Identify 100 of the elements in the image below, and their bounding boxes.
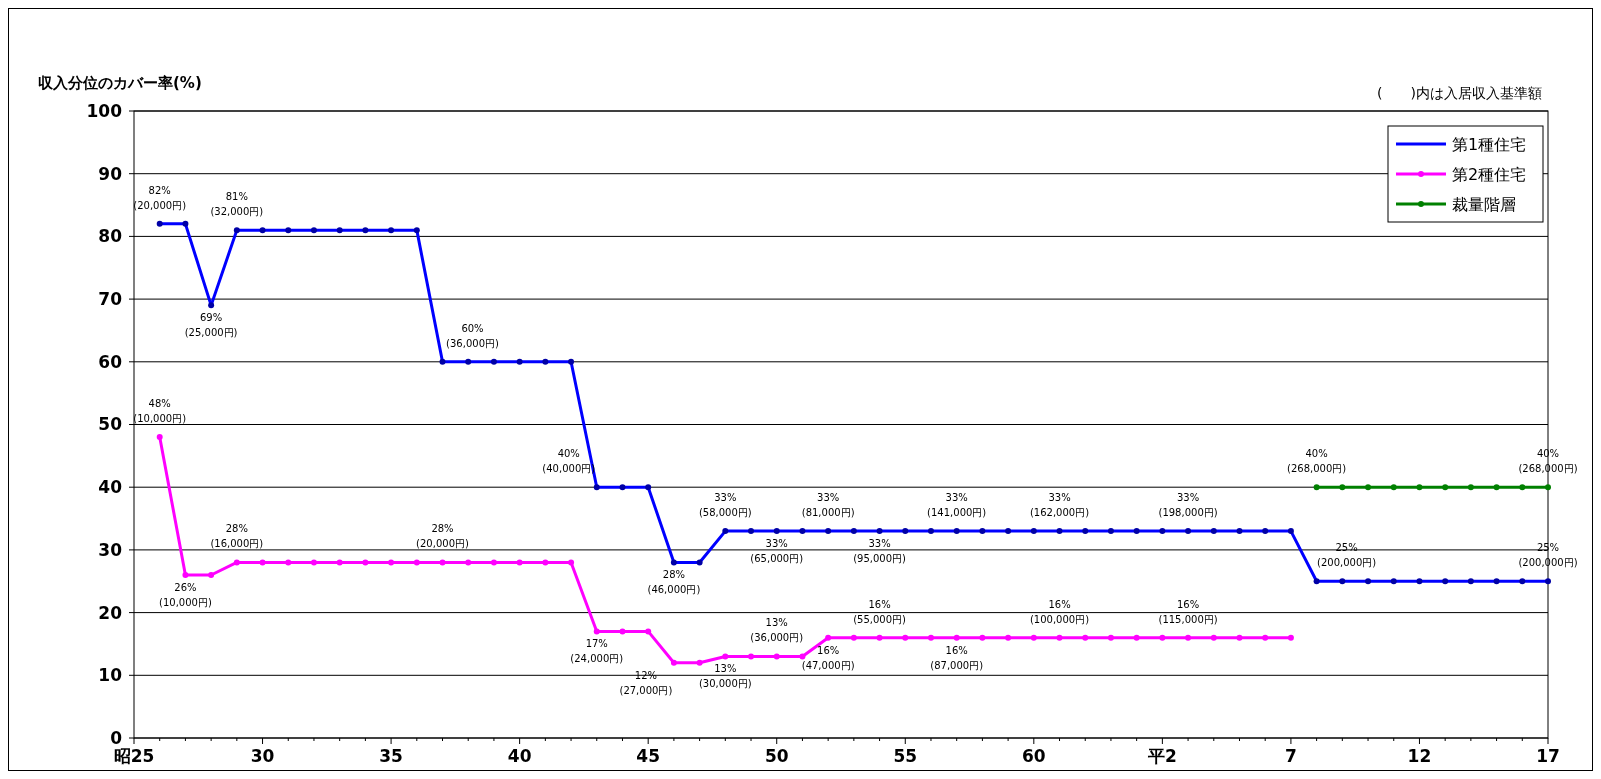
data-label: 16% (87,000円) [930,644,984,671]
point [1236,634,1243,641]
data-label: 28% (16,000円) [210,523,264,550]
y-tick-label: 80 [98,226,123,247]
point [182,571,189,578]
point [208,571,215,578]
point [1056,634,1063,641]
point [439,559,446,566]
legend-label: 裁量階層 [1452,194,1516,214]
x-tick-label: 平2 [1146,746,1177,766]
data-label: 16% (47,000円) [801,644,855,671]
data-label: 69% (25,000円) [184,312,238,339]
data-label: 33% (95,000円) [853,538,907,565]
point [259,559,266,566]
data-label: 13% (36,000円) [750,617,804,644]
y-tick-label: 70 [98,289,123,310]
data-label: 33% (81,000円) [801,492,855,519]
data-label: 28% (20,000円) [416,523,469,550]
x-tick-label: 60 [1021,746,1046,766]
y-tick-label: 10 [98,665,123,686]
data-label: 13% (30,000円) [698,663,752,690]
point [850,634,857,641]
point [1493,484,1500,491]
data-label: 60% (36,000円) [446,322,499,349]
point [1287,634,1294,641]
point [285,559,292,566]
point [568,559,575,566]
data-label: 48% (10,000円) [133,398,187,425]
point [1416,484,1423,491]
data-label: 82% (20,000円) [133,184,187,211]
y-tick-label: 30 [98,539,123,560]
legend-label: 第1種住宅 [1452,134,1527,154]
point [1005,634,1012,641]
point [979,634,986,641]
point [902,634,909,641]
data-label: 16% (100,000円) [1029,598,1090,625]
point [310,559,317,566]
point [1030,634,1037,641]
data-label: 40% (268,000円) [1287,448,1347,475]
point [1339,484,1346,491]
point [799,653,806,660]
x-tick-label: 30 [250,746,275,766]
point [1545,484,1551,491]
point [748,653,755,660]
data-label: 16% (55,000円) [853,598,907,625]
point [1390,484,1397,491]
point [362,559,369,566]
data-label: 33% (65,000円) [750,538,804,565]
point [336,559,343,566]
point [542,559,549,566]
x-tick-label: 17 [1536,746,1560,766]
x-tick-label: 昭25 [113,746,155,766]
point [1082,634,1089,641]
point [1365,484,1372,491]
point [619,628,626,635]
data-label: 33% (198,000円) [1158,492,1218,519]
point [876,634,883,641]
data-label: 33% (162,000円) [1029,492,1090,519]
y-tick-label: 90 [98,163,123,184]
data-label: 33% (58,000円) [698,492,752,519]
x-tick-label: 50 [764,746,789,766]
point [825,634,832,641]
data-label: 16% (115,000円) [1158,598,1218,625]
point [645,628,652,635]
x-tick-label: 40 [507,746,532,766]
y-tick-label: 50 [98,414,123,435]
legend-label: 第2種住宅 [1452,164,1527,184]
point [1133,634,1140,641]
point [1467,484,1474,491]
point [490,559,497,566]
data-label: 81% (32,000円) [210,191,264,218]
point [516,559,523,566]
point [465,559,472,566]
y-tick-label: 40 [98,477,123,498]
data-label: 40% (40,000円) [542,448,596,475]
point [1107,634,1114,641]
data-label: 17% (24,000円) [570,638,624,665]
point [1210,634,1217,641]
y-tick-label: 20 [98,602,123,623]
y-tick-label: 60 [98,351,123,372]
data-label: 33% (141,000円) [927,492,987,519]
x-tick-label: 55 [893,746,918,766]
data-label: 25% (200,000円) [1518,542,1578,569]
point [233,559,240,566]
point [1442,484,1449,491]
point [1159,634,1166,641]
text: ( )内は入居収入基準額 [1377,85,1542,101]
y-tick-label: 0 [110,727,123,748]
point [773,653,780,660]
point [1185,634,1192,641]
point [388,559,395,566]
point [696,659,703,666]
point [1262,634,1269,641]
point [1313,484,1320,491]
x-tick-label: 35 [379,746,403,766]
data-label: 26% (10,000円) [159,581,212,608]
y-tick-label: 100 [86,100,123,121]
point [953,634,960,641]
x-tick-label: 45 [636,746,661,766]
point [670,659,677,666]
